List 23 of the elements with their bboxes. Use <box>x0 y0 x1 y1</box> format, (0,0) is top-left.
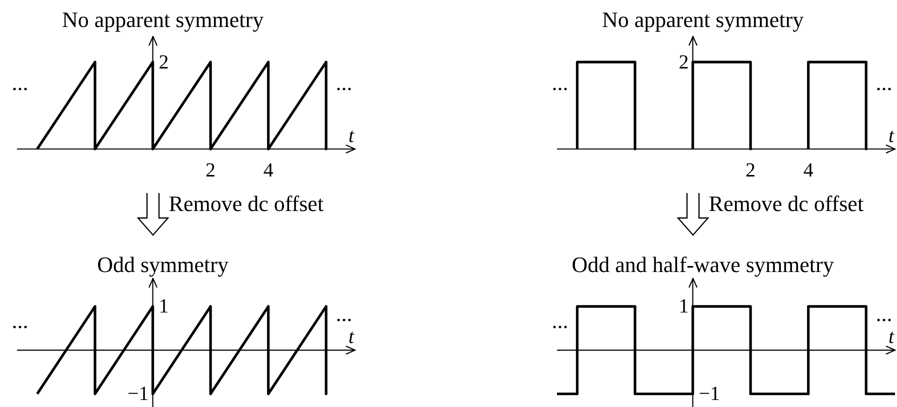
annotation: ... <box>336 301 352 326</box>
text: Remove dc offset <box>168 191 324 216</box>
x-tick-label: 4 <box>803 159 814 182</box>
annotation: 2 <box>158 51 169 74</box>
annotation: −1 <box>127 383 149 406</box>
chart-title: Odd symmetry <box>97 252 228 277</box>
annotation: ... <box>336 70 352 95</box>
chart-title: No apparent symmetry <box>62 7 264 32</box>
annotation: ... <box>12 308 28 333</box>
annotation: ... <box>876 70 892 95</box>
chart-title: Odd and half-wave symmetry <box>572 252 834 277</box>
x-tick-label: 2 <box>206 159 216 182</box>
text: Remove dc offset <box>708 191 864 216</box>
annotation: 2 <box>678 51 689 74</box>
annotation: 1 <box>158 296 169 318</box>
x-axis-title: t <box>348 125 354 147</box>
x-tick-label: 2 <box>746 159 756 182</box>
annotation: ... <box>552 70 568 95</box>
annotation: ... <box>12 70 28 95</box>
x-tick-label: 4 <box>263 159 274 182</box>
chart-title: No apparent symmetry <box>602 7 804 32</box>
x-axis-title: t <box>348 326 354 348</box>
x-axis-title: t <box>888 125 894 147</box>
